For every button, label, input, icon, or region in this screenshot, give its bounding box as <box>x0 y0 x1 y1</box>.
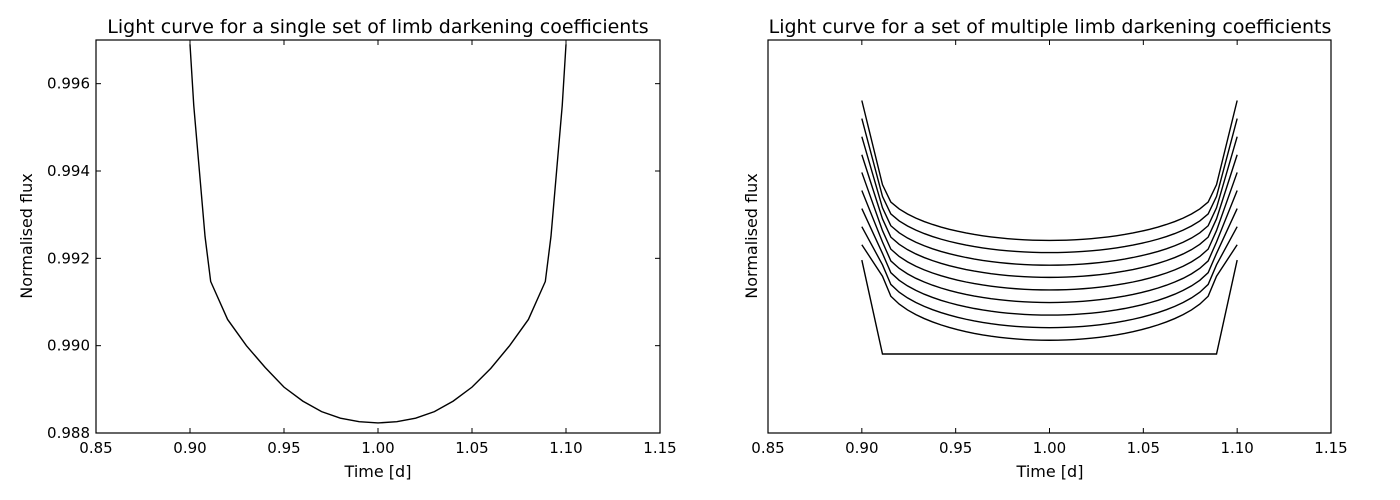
left-x-tick-label: 0.90 <box>173 439 206 457</box>
left-y-ticks: 0.988 0.990 0.992 0.994 0.996 <box>47 75 660 442</box>
left-series-line-0 <box>189 44 567 424</box>
left-y-tick-label: 0.994 <box>47 162 90 180</box>
right-curve-4 <box>861 172 1238 291</box>
right-y-axis-label: Normalised flux <box>742 173 761 298</box>
left-y-tick-label: 0.992 <box>47 249 90 267</box>
left-x-axis-label: Time [d] <box>344 462 412 481</box>
left-y-tick-label: 0.996 <box>47 75 90 93</box>
left-x-tick-label: 0.85 <box>79 439 112 457</box>
right-plot-frame <box>767 39 1332 434</box>
right-x-ticks: 0.85 0.90 0.95 1.00 1.05 1.10 1.15 <box>751 40 1348 457</box>
left-x-ticks: 0.85 0.90 0.95 1.00 1.05 1.10 1.15 <box>79 40 677 457</box>
left-chart-title: Light curve for a single set of limb dar… <box>107 16 648 38</box>
right-curve-6 <box>861 208 1238 316</box>
right-x-tick-label: 0.90 <box>845 439 878 457</box>
right-x-tick-label: 1.05 <box>1127 439 1160 457</box>
right-panel: Light curve for a set of multiple limb d… <box>742 16 1348 481</box>
left-series <box>189 44 567 424</box>
right-curve-8 <box>861 244 1238 341</box>
left-x-tick-label: 1.05 <box>455 439 488 457</box>
right-curve-5 <box>861 190 1238 304</box>
right-curve-1 <box>861 118 1238 254</box>
left-y-axis-label: Normalised flux <box>17 173 36 298</box>
right-x-tick-label: 0.85 <box>751 439 784 457</box>
right-curve-9 <box>861 259 1238 355</box>
right-x-tick-label: 1.10 <box>1220 439 1253 457</box>
right-x-tick-label: 1.15 <box>1314 439 1347 457</box>
left-x-tick-label: 0.95 <box>267 439 300 457</box>
right-curve-0 <box>861 100 1238 242</box>
left-x-tick-label: 1.00 <box>361 439 394 457</box>
right-chart-title: Light curve for a set of multiple limb d… <box>769 16 1332 38</box>
left-y-tick-label: 0.988 <box>47 424 90 442</box>
right-curve-7 <box>861 226 1238 329</box>
right-curve-2 <box>861 136 1238 266</box>
left-x-tick-label: 1.10 <box>549 439 582 457</box>
right-x-tick-label: 0.95 <box>939 439 972 457</box>
left-y-tick-label: 0.990 <box>47 337 90 355</box>
right-curve-3 <box>861 154 1238 279</box>
right-x-axis-label: Time [d] <box>1016 462 1084 481</box>
right-x-tick-label: 1.00 <box>1033 439 1066 457</box>
left-plot-frame <box>95 39 661 434</box>
left-x-tick-label: 1.15 <box>643 439 676 457</box>
left-panel: Light curve for a single set of limb dar… <box>17 16 677 481</box>
right-series <box>861 100 1238 355</box>
